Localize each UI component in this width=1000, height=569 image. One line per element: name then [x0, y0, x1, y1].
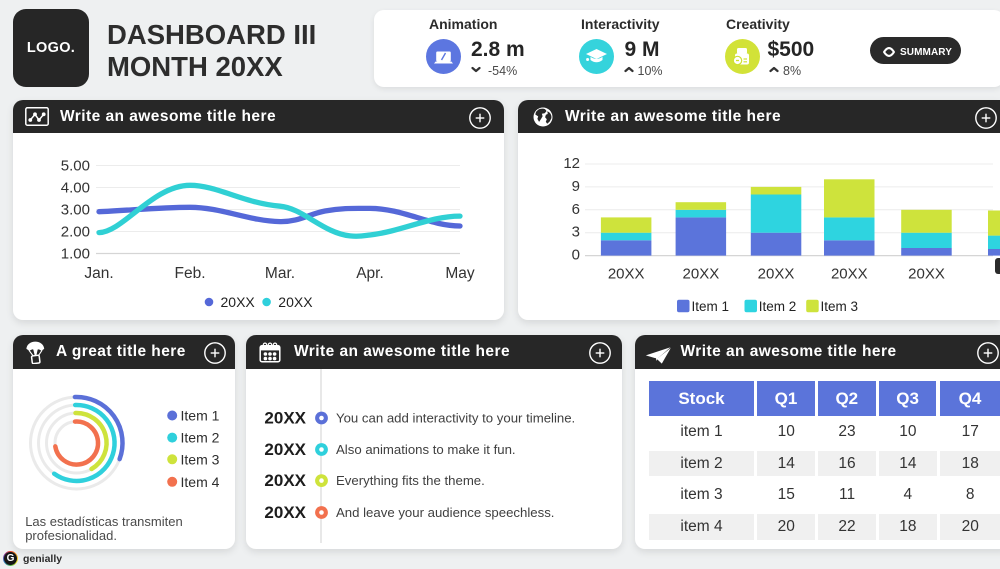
svg-text:9: 9: [572, 178, 580, 195]
svg-text:Item 3: Item 3: [821, 299, 859, 314]
svg-text:Item 2: Item 2: [180, 430, 219, 446]
svg-text:Item 3: Item 3: [180, 451, 219, 467]
svg-text:Mar.: Mar.: [265, 265, 295, 282]
svg-text:20XX: 20XX: [278, 294, 313, 310]
svg-text:Item 4: Item 4: [180, 474, 219, 490]
svg-text:May: May: [445, 265, 475, 282]
svg-text:Everything fits the theme.: Everything fits the theme.: [336, 473, 485, 488]
svg-text:Item 1: Item 1: [180, 408, 219, 424]
svg-text:1.00: 1.00: [61, 246, 90, 263]
svg-text:3: 3: [572, 224, 580, 241]
svg-text:Apr.: Apr.: [356, 265, 384, 282]
svg-text:Item 1: Item 1: [692, 299, 730, 314]
svg-text:6: 6: [572, 201, 580, 218]
svg-text:20XX: 20XX: [264, 409, 306, 428]
svg-text:20XX: 20XX: [831, 265, 868, 282]
svg-text:20XX: 20XX: [683, 265, 720, 282]
svg-text:20XX: 20XX: [608, 265, 645, 282]
svg-text:3.00: 3.00: [61, 202, 90, 219]
svg-text:And leave your audience speech: And leave your audience speechless.: [336, 505, 554, 520]
svg-text:4.00: 4.00: [61, 180, 90, 197]
svg-text:2.00: 2.00: [61, 224, 90, 241]
svg-text:20XX: 20XX: [908, 265, 945, 282]
svg-text:5.00: 5.00: [61, 158, 90, 175]
svg-text:20XX: 20XX: [264, 440, 306, 459]
svg-text:20XX: 20XX: [758, 265, 795, 282]
svg-text:20XX: 20XX: [264, 471, 306, 490]
svg-text:12: 12: [563, 155, 580, 172]
svg-text:20XX: 20XX: [264, 503, 306, 522]
svg-text:You can add interactivity to y: You can add interactivity to your timeli…: [336, 411, 575, 426]
svg-text:20XX: 20XX: [221, 294, 256, 310]
svg-text:0: 0: [572, 247, 580, 264]
svg-text:Jan.: Jan.: [84, 265, 113, 282]
svg-text:Item 2: Item 2: [759, 299, 797, 314]
svg-text:Feb.: Feb.: [174, 265, 205, 282]
svg-text:Also animations to make it fun: Also animations to make it fun.: [336, 442, 516, 457]
